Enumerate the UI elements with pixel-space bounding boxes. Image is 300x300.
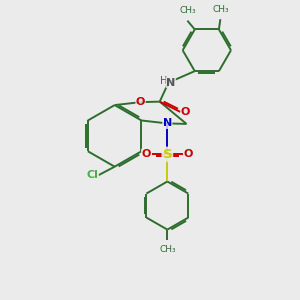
Text: CH₃: CH₃	[212, 5, 229, 14]
Text: H: H	[160, 76, 167, 86]
Text: O: O	[142, 149, 151, 159]
Text: CH₃: CH₃	[159, 245, 176, 254]
Text: O: O	[184, 149, 193, 159]
Text: N: N	[166, 78, 176, 88]
Text: Cl: Cl	[87, 170, 98, 181]
Text: O: O	[181, 107, 190, 117]
Text: S: S	[163, 148, 172, 161]
Text: N: N	[163, 118, 172, 128]
Text: CH₃: CH₃	[179, 6, 196, 15]
Text: O: O	[136, 97, 145, 107]
